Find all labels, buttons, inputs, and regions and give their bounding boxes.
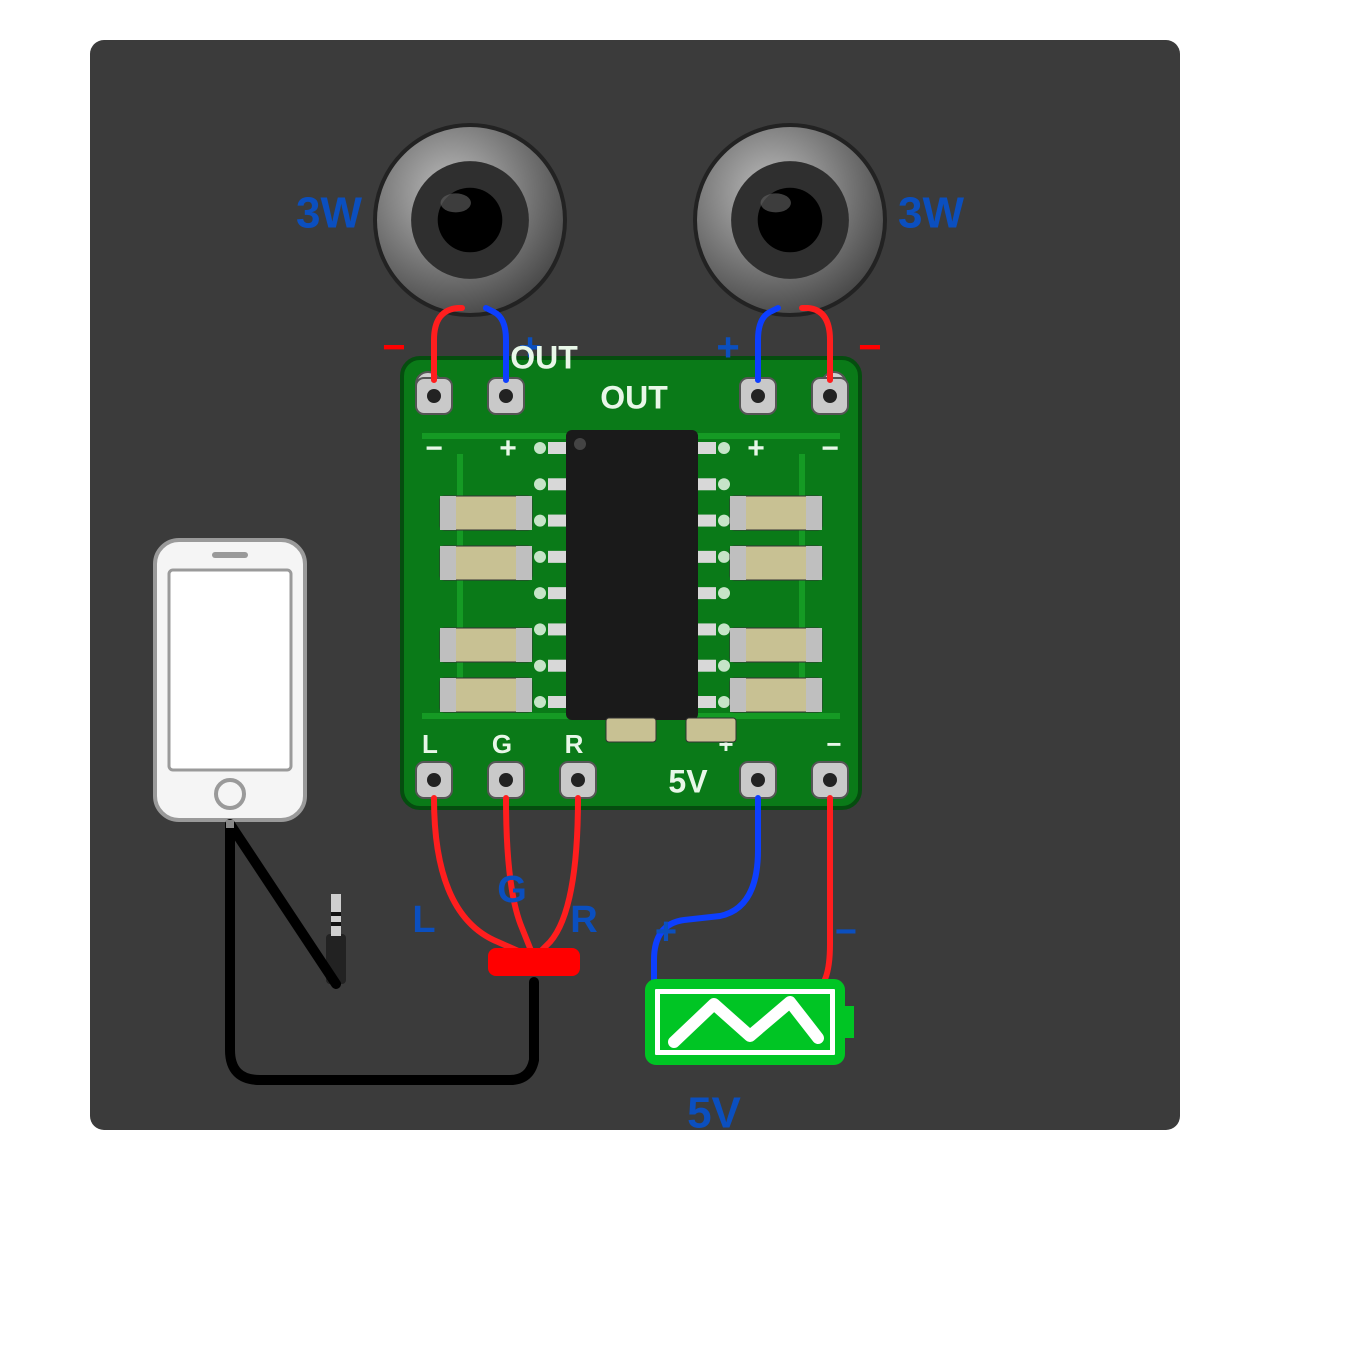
svg-text:+: + xyxy=(747,432,765,465)
diagram-svg: OUT−++−LGR+−5V3W−+3W−+LGR+−5VOUT xyxy=(0,0,1360,1360)
wire xyxy=(806,798,830,994)
svg-text:+: + xyxy=(499,432,517,465)
audio-cable xyxy=(230,825,534,1080)
svg-text:−: − xyxy=(382,326,405,370)
svg-text:R: R xyxy=(565,729,584,759)
svg-text:−: − xyxy=(858,326,881,370)
speaker-right-power: 3W xyxy=(898,189,964,238)
battery-label: 5V xyxy=(687,1089,741,1138)
input-label: R xyxy=(570,899,597,941)
audio-endpoint xyxy=(488,948,580,976)
svg-text:5V: 5V xyxy=(668,763,708,799)
svg-text:−: − xyxy=(425,432,443,465)
input-label: + xyxy=(655,911,677,953)
svg-text:OUT: OUT xyxy=(510,339,578,375)
input-label: − xyxy=(835,911,857,953)
input-label: G xyxy=(497,869,527,911)
wire xyxy=(654,798,758,1000)
input-label: L xyxy=(412,899,435,941)
svg-text:−: − xyxy=(821,432,839,465)
svg-text:−: − xyxy=(826,729,841,759)
svg-text:OUT: OUT xyxy=(600,379,668,415)
speaker-left-power: 3W xyxy=(296,189,362,238)
svg-text:G: G xyxy=(492,729,512,759)
svg-text:L: L xyxy=(422,729,438,759)
svg-text:+: + xyxy=(716,326,739,370)
